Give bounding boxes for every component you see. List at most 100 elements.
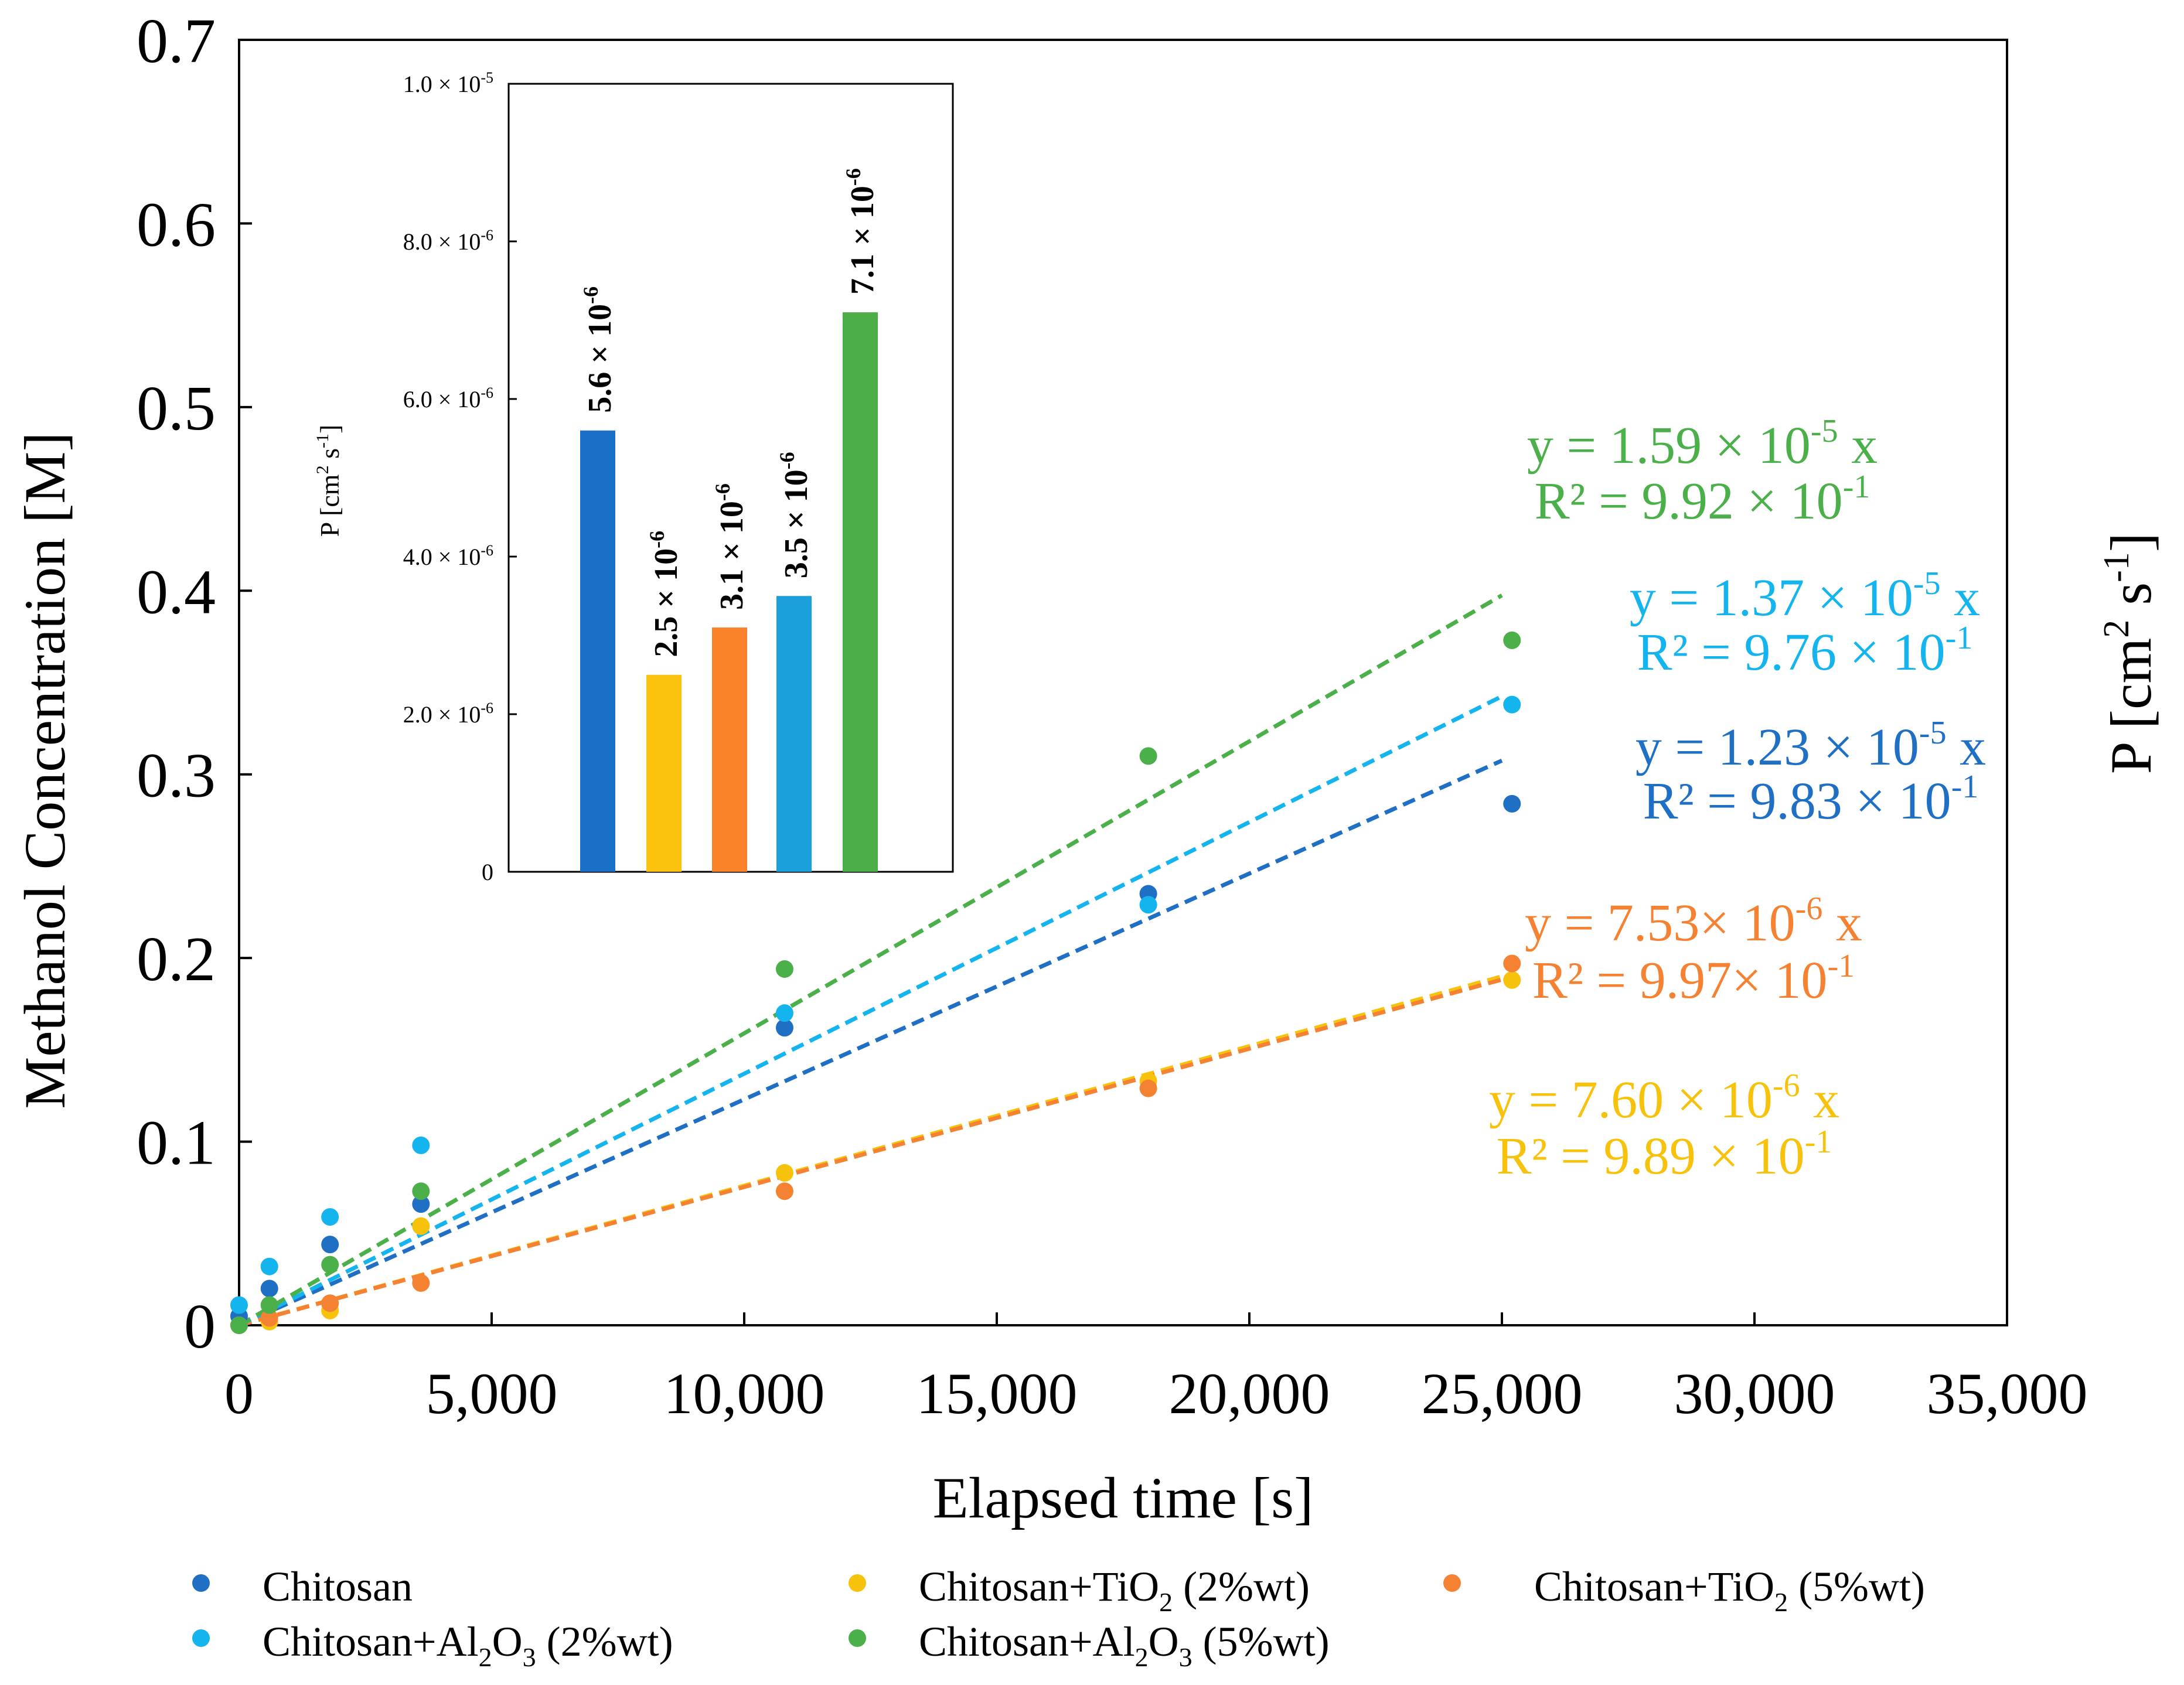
inset-bar-label-exponent: -6 — [841, 168, 865, 186]
fit-equation-series-3: y = 1.37 × 10-5 x — [1630, 565, 1980, 627]
inset-tick-text: 6.0 × 10 — [403, 386, 481, 412]
legend-subscript: 3 — [523, 1642, 536, 1672]
inset-y-tick-label: 1.0 × 10-5 — [403, 69, 493, 97]
x-tick-label: 25,000 — [1422, 1361, 1583, 1426]
x-tick-label: 0 — [224, 1361, 254, 1426]
right-label-sup: 2 — [2097, 620, 2137, 638]
legend-text: (2%wt) — [1173, 1563, 1310, 1610]
data-point-series-0 — [321, 1236, 339, 1254]
legend-text: Chitosan+Al — [919, 1618, 1135, 1665]
inset-y-tick-label: 8.0 × 10-6 — [403, 227, 493, 255]
inset-bar-label-2: 3.1 × 10-6 — [711, 483, 750, 610]
x-tick-label: 15,000 — [916, 1361, 1078, 1426]
r-squared-exponent: -1 — [1805, 1124, 1832, 1160]
r-squared-text: R² = 9.76 × 10 — [1637, 623, 1946, 681]
data-point-series-3 — [1503, 695, 1521, 714]
equation-exponent: -5 — [1913, 565, 1941, 602]
main-plot: 0 5,000 10,000 15,000 20,000 25,000 30,000 35,0… — [12, 6, 2163, 1530]
equation-text: x — [1800, 1071, 1840, 1129]
inset-tick-text: 1.0 × 10 — [403, 71, 481, 97]
r-squared-exponent: -1 — [1951, 769, 1979, 805]
equation-text: x — [1947, 718, 1987, 776]
inset-bar-label-exponent: -6 — [645, 531, 669, 548]
inset-y-tick-label: 4.0 × 10-6 — [403, 542, 493, 570]
inset-y-tick-label: 2.0 × 10-6 — [403, 700, 493, 728]
equation-exponent: -5 — [1811, 413, 1838, 449]
legend-label-4: Chitosan+Al2O3 (5%wt) — [919, 1618, 1330, 1672]
fit-equation-series-0: y = 1.23 × 10-5 x — [1636, 715, 1986, 776]
data-point-series-2 — [260, 1309, 278, 1327]
y-tick-label: 0.1 — [137, 1108, 216, 1178]
data-point-series-2 — [321, 1294, 339, 1312]
data-point-series-3 — [775, 1004, 793, 1022]
x-tick-label: 5,000 — [426, 1361, 558, 1426]
legend-text: (5%wt) — [1192, 1618, 1330, 1665]
inset-ylabel-sup: 2 — [313, 465, 332, 474]
legend-marker-4 — [849, 1629, 866, 1647]
r-squared-exponent: -1 — [1827, 948, 1855, 984]
data-point-series-3 — [230, 1296, 248, 1314]
inset-bar-label-exponent: -6 — [579, 286, 602, 304]
inset-bar-label-text: 5.6 × 10 — [582, 304, 618, 413]
inset-y-tick-label: 0 — [482, 859, 493, 885]
inset-bar-label-exponent: -6 — [711, 483, 734, 501]
legend-marker-2 — [1443, 1574, 1461, 1592]
legend-text: Chitosan — [263, 1563, 413, 1610]
equation-text: x — [1838, 417, 1878, 475]
data-point-series-1 — [412, 1217, 430, 1235]
right-label-sup: -1 — [2097, 552, 2137, 582]
data-point-series-0 — [260, 1280, 278, 1298]
legend-text: Chitosan+Al — [263, 1618, 479, 1665]
r-squared-text: R² = 9.89 × 10 — [1497, 1127, 1805, 1185]
x-tick-label: 10,000 — [664, 1361, 825, 1426]
legend-label-3: Chitosan+Al2O3 (2%wt) — [263, 1618, 673, 1672]
inset-bar-0 — [580, 430, 615, 872]
data-point-series-2 — [1139, 1079, 1157, 1097]
r-squared-text: R² = 9.92 × 10 — [1535, 472, 1843, 530]
y-tick-label: 0.5 — [137, 374, 216, 444]
inset-bar-label-text: 3.5 × 10 — [778, 469, 815, 578]
inset-bar-label-text: 2.5 × 10 — [648, 548, 684, 657]
y-tick-label: 0.4 — [137, 557, 216, 627]
equation-exponent: -6 — [1773, 1067, 1800, 1104]
legend-subscript: 2 — [479, 1642, 492, 1672]
r-squared-series-0: R² = 9.83 × 10-1 — [1643, 769, 1979, 830]
inset-tick-text: 8.0 × 10 — [403, 228, 481, 255]
fit-equation-series-4: y = 1.59 × 10-5 x — [1527, 413, 1878, 475]
r-squared-series-4: R² = 9.92 × 10-1 — [1535, 469, 1870, 530]
legend-marker-3 — [192, 1629, 210, 1647]
data-point-series-4 — [775, 960, 793, 978]
legend-label-2: Chitosan+TiO2 (5%wt) — [1534, 1563, 1925, 1617]
y-tick-label: 0 — [184, 1292, 216, 1362]
inset-tick-exponent: -5 — [481, 69, 493, 86]
x-tick-label: 30,000 — [1674, 1361, 1835, 1426]
inset-ylabel-text: s — [315, 448, 345, 465]
data-point-series-3 — [321, 1208, 339, 1226]
data-point-series-1 — [775, 1164, 793, 1182]
data-point-series-2 — [1503, 954, 1521, 973]
right-label-text: s — [2098, 582, 2163, 620]
data-point-series-0 — [775, 1019, 793, 1037]
data-point-series-1 — [1503, 971, 1521, 989]
inset-bar-2 — [712, 627, 747, 872]
data-point-series-4 — [1139, 747, 1157, 765]
legend-subscript: 2 — [1774, 1587, 1788, 1617]
inset-tick-exponent: -6 — [481, 227, 493, 244]
inset-bar-label-text: 7.1 × 10 — [844, 186, 881, 295]
inset-tick-text: 2.0 × 10 — [403, 701, 481, 728]
x-tick-label: 20,000 — [1169, 1361, 1330, 1426]
r-squared-text: R² = 9.83 × 10 — [1643, 772, 1951, 830]
legend: Chitosan Chitosan+TiO 2 (2%wt) Chitosan+TiO… — [192, 1563, 1925, 1672]
data-point-series-4 — [260, 1296, 278, 1314]
legend-label-0: Chitosan — [263, 1563, 413, 1610]
equation-text: y = 1.59 × 10 — [1527, 417, 1811, 475]
legend-text: Chitosan+TiO — [919, 1563, 1159, 1610]
legend-subscript: 3 — [1179, 1642, 1192, 1672]
inset-tick-exponent: -6 — [481, 542, 493, 559]
y-axis-label: Methanol Concentration [M] — [12, 432, 77, 1108]
data-point-series-0 — [1503, 794, 1521, 813]
legend-text: O — [1149, 1618, 1179, 1665]
equation-exponent: -6 — [1795, 891, 1823, 927]
equation-text: y = 1.23 × 10 — [1636, 718, 1919, 776]
